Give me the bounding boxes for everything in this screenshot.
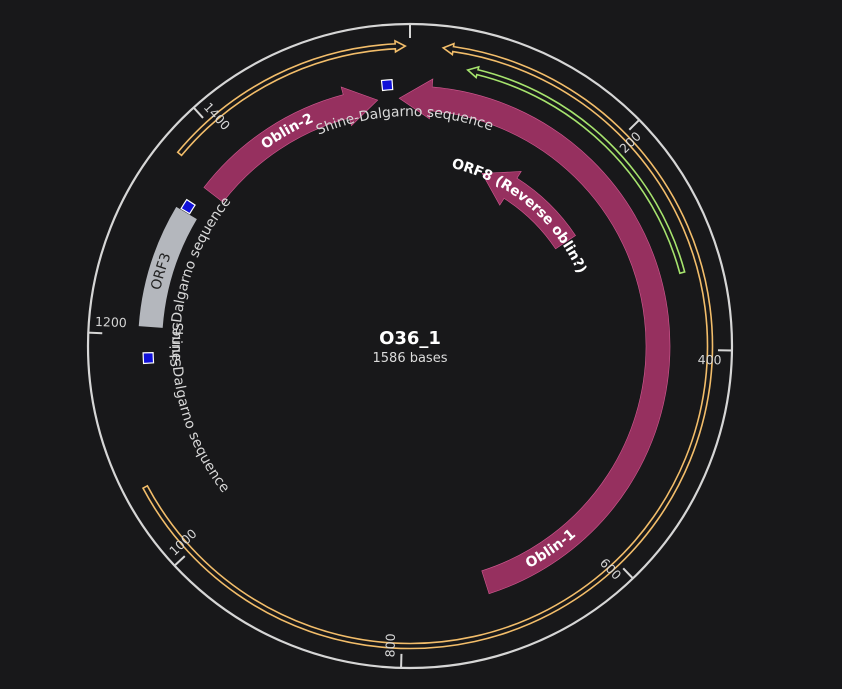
feature-oblin-2[interactable]	[203, 86, 379, 203]
orf-orf-green[interactable]	[466, 65, 686, 275]
feature-orf3[interactable]	[138, 206, 197, 328]
tick-200	[628, 119, 640, 131]
tick-1200	[88, 331, 103, 335]
feature-sd-1[interactable]	[380, 78, 394, 92]
tick-600	[622, 567, 634, 580]
orf-orf-outer-top[interactable]	[176, 39, 407, 157]
tick-1000	[173, 555, 186, 567]
sequence-length: 1586 bases	[373, 351, 448, 366]
tick-label-1200: 1200	[95, 314, 127, 330]
tick-1400	[192, 106, 204, 119]
sequence-name: O36_1	[379, 328, 441, 349]
label-sd-3: Shine-Dalgarno sequence	[168, 322, 233, 496]
tick-label-400: 400	[698, 352, 722, 367]
feature-layer	[138, 39, 714, 650]
feature-sd-3[interactable]	[142, 352, 155, 365]
feature-oblin-1[interactable]	[398, 78, 671, 595]
backbone-circle	[86, 22, 734, 670]
feature-sd-2[interactable]	[180, 198, 196, 215]
tick-label-800: 800	[382, 633, 398, 657]
feature-orf8[interactable]	[481, 171, 576, 250]
orf-orf-outer-right[interactable]	[141, 42, 714, 650]
